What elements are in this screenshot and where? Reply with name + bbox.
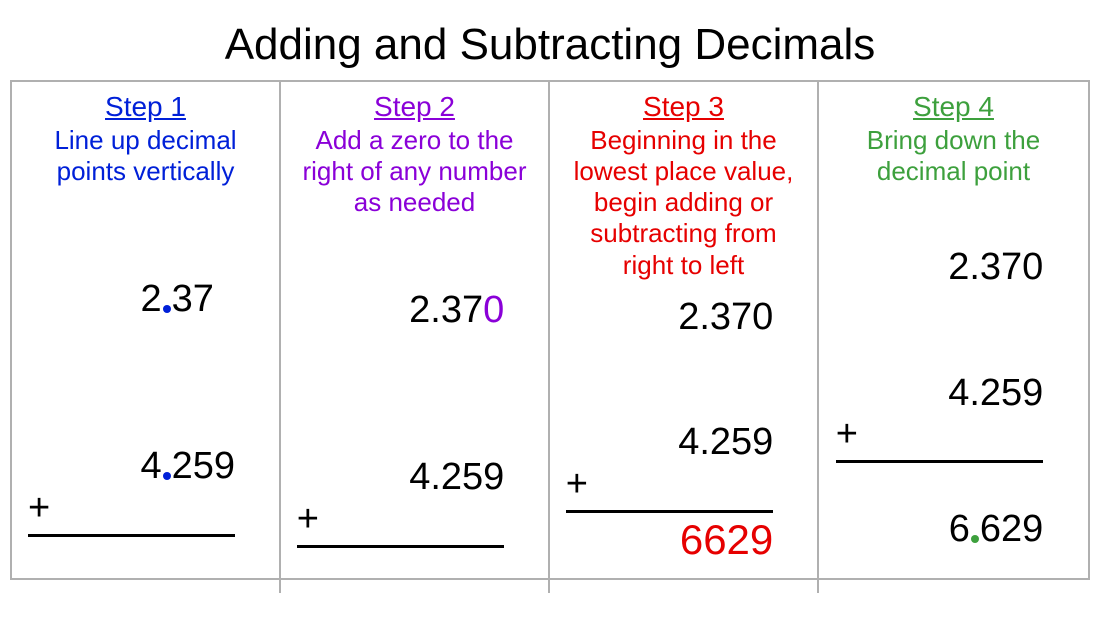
math-top-row: 2.370 bbox=[594, 297, 774, 339]
step-1-desc: Line up decimal points vertically bbox=[24, 125, 267, 187]
math-rule bbox=[297, 545, 505, 548]
result: 6629 bbox=[864, 467, 1044, 592]
decimal-dot-icon bbox=[163, 305, 171, 313]
step-2-column: Step 2 Add a zero to the right of any nu… bbox=[281, 82, 550, 593]
operator: + bbox=[566, 464, 588, 506]
step-1-column: Step 1 Line up decimal points vertically… bbox=[12, 82, 281, 593]
step-3-column: Step 3 Beginning in the lowest place val… bbox=[550, 82, 819, 593]
math-bottom-row: + 4.259 bbox=[594, 339, 774, 506]
bottom: 4.259 bbox=[678, 421, 773, 463]
math-rule bbox=[836, 460, 1044, 463]
step-2-math: 2.370 + 4.259 bbox=[325, 248, 505, 552]
step-4-label: Step 4 bbox=[913, 92, 994, 123]
bottom: 4.259 bbox=[409, 456, 504, 498]
result-int: 6 bbox=[949, 508, 970, 550]
math-rule bbox=[28, 534, 235, 537]
page-title: Adding and Subtracting Decimals bbox=[0, 0, 1100, 80]
math-rule bbox=[566, 510, 774, 513]
operator: + bbox=[836, 414, 858, 456]
step-1-label: Step 1 bbox=[105, 92, 186, 123]
top-int: 2 bbox=[140, 278, 161, 320]
math-bottom-row: + 4.259 bbox=[325, 374, 505, 541]
top-frac: 37 bbox=[172, 278, 214, 320]
operator: + bbox=[28, 488, 50, 530]
step-2-label: Step 2 bbox=[374, 92, 455, 123]
step-4-desc: Bring down the decimal point bbox=[831, 125, 1076, 187]
step-3-desc: Beginning in the lowest place value, beg… bbox=[562, 125, 805, 281]
bot-frac: 259 bbox=[172, 445, 235, 487]
operator: + bbox=[297, 499, 319, 541]
step-4-column: Step 4 Bring down the decimal point 2.37… bbox=[819, 82, 1088, 593]
result-frac: 629 bbox=[980, 508, 1043, 550]
step-3-label: Step 3 bbox=[643, 92, 724, 123]
steps-grid: Step 1 Line up decimal points vertically… bbox=[10, 80, 1090, 580]
added-zero: 0 bbox=[483, 289, 504, 331]
math-bottom-row: + 4259 bbox=[56, 363, 235, 530]
math-top-row: 2.370 bbox=[864, 247, 1044, 289]
math-top-row: 2.370 bbox=[325, 248, 505, 373]
bot-int: 4 bbox=[140, 445, 161, 487]
step-4-math: 2.370 + 4.259 6629 bbox=[864, 247, 1044, 592]
step-3-math: 2.370 + 4.259 6629 bbox=[594, 297, 774, 563]
step-2-desc: Add a zero to the right of any number as… bbox=[293, 125, 536, 219]
math-top-row: 2370 bbox=[56, 237, 235, 362]
bottom: 4.259 bbox=[948, 372, 1043, 414]
step-1-math: 2370 + 4259 bbox=[56, 237, 235, 541]
math-bottom-row: + 4.259 bbox=[864, 289, 1044, 456]
top-before-zero: 2.37 bbox=[409, 289, 483, 331]
decimal-dot-icon bbox=[971, 535, 979, 543]
decimal-dot-icon bbox=[163, 472, 171, 480]
result: 6629 bbox=[594, 517, 774, 563]
